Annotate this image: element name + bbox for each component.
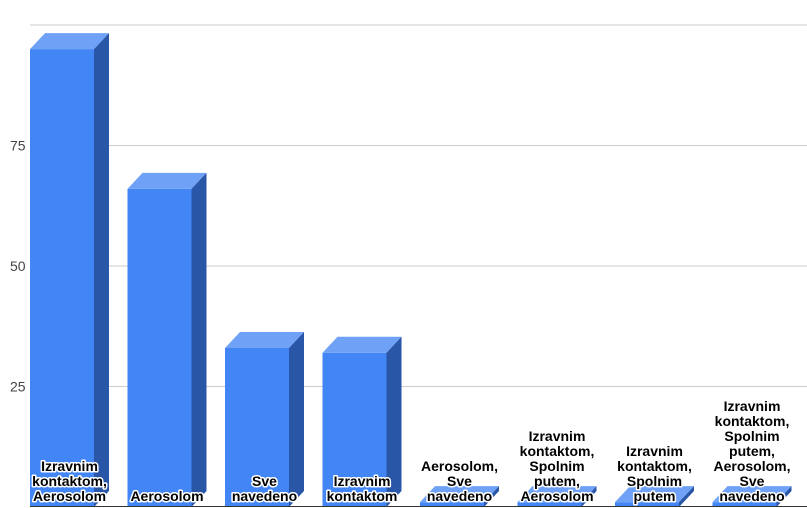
category-label-3: Sve navedeno bbox=[232, 473, 297, 504]
bar-side bbox=[191, 172, 207, 507]
category-label-2: Aerosolom bbox=[130, 488, 203, 504]
bar-front bbox=[30, 49, 94, 507]
bar-front bbox=[615, 502, 679, 507]
y-tick-label-25: 25 bbox=[10, 379, 26, 395]
bar-side bbox=[679, 486, 694, 507]
bar-top bbox=[322, 336, 402, 353]
category-label-4: Izravnim kontaktom bbox=[327, 473, 398, 504]
bar-6 bbox=[517, 486, 597, 507]
category-label-1: Izravnim kontaktom, Aerosolom bbox=[32, 458, 107, 504]
bar-front bbox=[225, 347, 289, 507]
bar-side bbox=[386, 336, 402, 507]
y-tick-label-75: 75 bbox=[10, 138, 26, 154]
bar-top bbox=[420, 486, 499, 503]
bar-side bbox=[581, 486, 597, 507]
bar-front bbox=[712, 502, 777, 507]
bar-top bbox=[30, 33, 109, 50]
y-tick-label-50: 50 bbox=[10, 258, 26, 274]
bar-2 bbox=[127, 172, 207, 507]
bar-7 bbox=[615, 486, 694, 507]
bars bbox=[30, 33, 792, 507]
bar-side bbox=[776, 486, 792, 507]
category-label-6: Izravnim kontaktom, Spolnim putem, Aerosolom bbox=[520, 428, 595, 504]
bar-front bbox=[322, 352, 387, 507]
bar-top bbox=[712, 486, 792, 503]
bar-front bbox=[420, 502, 484, 507]
bar-5 bbox=[420, 486, 499, 507]
bar-top bbox=[517, 486, 597, 503]
bar-top bbox=[127, 172, 207, 189]
category-label-7: Izravnim kontaktom, Spolnim putem bbox=[617, 443, 692, 504]
bar-3 bbox=[225, 331, 304, 507]
y-axis-ticks: 25 50 75 bbox=[10, 138, 26, 395]
bar-top bbox=[615, 486, 694, 503]
bar-side bbox=[484, 486, 499, 507]
bar-8 bbox=[712, 486, 792, 507]
bar-top bbox=[225, 331, 304, 348]
bar-front bbox=[517, 502, 582, 507]
bar-side bbox=[94, 33, 109, 507]
category-labels: Izravnim kontaktom, Aerosolom Aerosolom Sve n… bbox=[31, 397, 792, 506]
category-label-5: Aerosolom, Sve navedeno bbox=[421, 458, 498, 504]
bar-front bbox=[127, 188, 192, 507]
bar-1 bbox=[30, 33, 109, 507]
bar-4 bbox=[322, 336, 402, 507]
bar-side bbox=[289, 331, 304, 507]
category-label-8: Izravnim kontaktom, Spolnim putem, Aerosolom… bbox=[713, 398, 790, 504]
